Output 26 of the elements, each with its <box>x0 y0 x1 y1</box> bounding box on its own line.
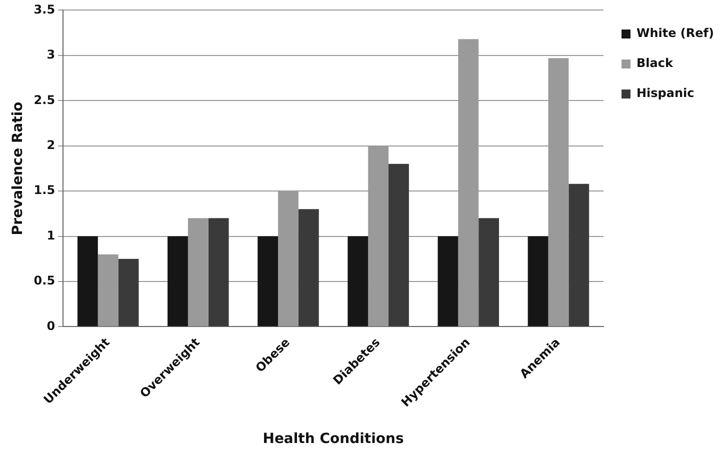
y-tick-label: 1 <box>46 228 56 242</box>
bar <box>438 236 458 326</box>
bar <box>528 236 548 326</box>
bar <box>258 236 278 326</box>
bar <box>298 209 319 326</box>
y-tick-label: 3 <box>46 48 56 62</box>
bar <box>388 164 409 326</box>
bar <box>168 236 188 326</box>
y-tick-label: 0 <box>46 318 56 333</box>
bar <box>118 258 139 326</box>
y-axis-title: Prevalence Ratio <box>10 101 26 236</box>
y-tick-label: 2 <box>46 138 56 152</box>
bar <box>208 218 229 326</box>
legend-label: White (Ref) <box>636 26 714 40</box>
legend-label: Hispanic <box>636 86 694 100</box>
x-axis-title: Health Conditions <box>262 431 404 448</box>
bar <box>348 236 368 326</box>
bar <box>568 184 590 326</box>
y-tick-label: 0.5 <box>34 274 56 288</box>
y-tick-label: 2.5 <box>34 92 56 107</box>
bar <box>77 236 98 326</box>
y-tick-label: 3.5 <box>34 2 56 16</box>
legend-label: Black <box>636 56 674 70</box>
bar <box>98 254 118 326</box>
bar <box>478 218 500 326</box>
y-tick-label: 1.5 <box>34 183 56 198</box>
